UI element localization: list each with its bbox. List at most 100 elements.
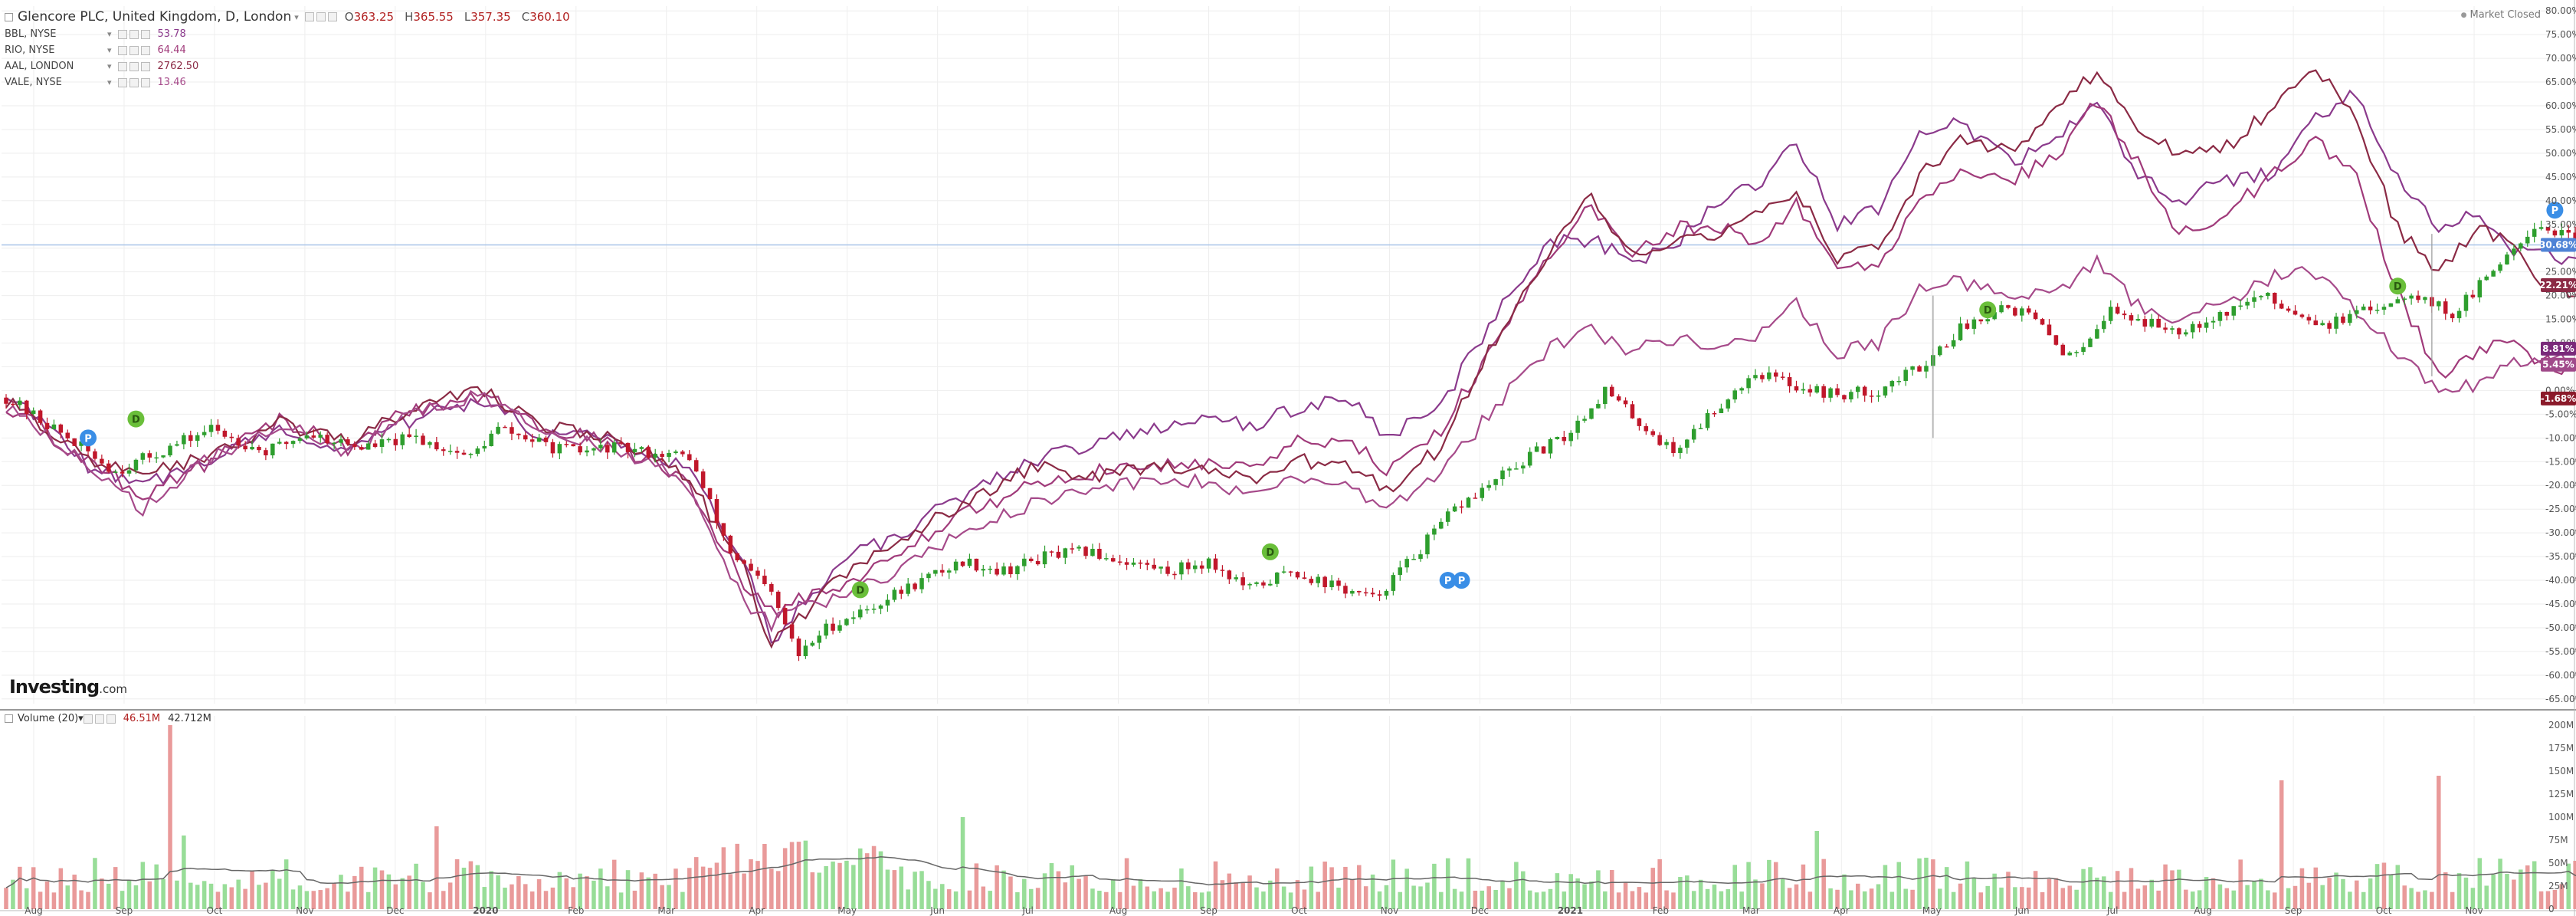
volume-bar <box>1070 865 1074 909</box>
candle <box>1773 372 1778 377</box>
candle <box>489 433 493 446</box>
candle <box>919 578 924 589</box>
y-tick-label: 40.00% <box>2545 195 2576 206</box>
candle <box>844 619 849 625</box>
compare-symbol: BBL, NYSE <box>5 28 57 40</box>
candle <box>140 453 146 460</box>
volume-bar <box>270 871 275 909</box>
volume-bar <box>1411 885 1416 909</box>
volume-bar <box>728 874 733 909</box>
candle <box>1411 559 1416 560</box>
candle <box>1712 412 1717 415</box>
volume-bar <box>441 891 446 909</box>
x-tick-label: Nov <box>2465 905 2483 916</box>
candle <box>2047 324 2052 336</box>
volume-bar <box>1049 863 1054 909</box>
volume-bar <box>1609 869 1614 909</box>
candle <box>2163 327 2168 330</box>
candle <box>208 425 214 432</box>
volume-bar <box>120 891 125 909</box>
compare-row-rio[interactable]: RIO, NYSE ▾ 64.44 <box>5 42 581 58</box>
candle <box>2053 335 2059 345</box>
volume-bar <box>2252 881 2256 909</box>
y-tick-label: 50.00% <box>2545 148 2576 159</box>
series-buttons[interactable] <box>117 77 150 87</box>
candle <box>1070 548 1074 550</box>
volume-bar <box>2341 878 2345 909</box>
series-buttons[interactable] <box>83 714 116 724</box>
candle <box>646 447 651 458</box>
candle <box>332 442 336 445</box>
volume-bar <box>1309 866 1314 909</box>
collapse-icon[interactable] <box>5 714 13 723</box>
candle <box>2402 298 2407 300</box>
volume-bar <box>1637 887 1642 909</box>
candle <box>1603 386 1608 405</box>
candle <box>407 434 411 438</box>
volume-bar <box>2020 887 2024 909</box>
volume-bar <box>536 879 542 909</box>
compare-row-bbl[interactable]: BBL, NYSE ▾ 53.78 <box>5 26 581 42</box>
volume-bar <box>1500 881 1505 909</box>
volume-bar <box>1274 868 1280 909</box>
candle <box>810 642 815 646</box>
candle <box>2470 294 2476 297</box>
chevron-down-icon[interactable]: ▾ <box>294 11 299 22</box>
chart-title: Glencore PLC, United Kingdom, D, London <box>18 8 292 25</box>
volume-bar <box>1534 892 1539 909</box>
candle <box>585 450 589 453</box>
candle <box>2074 352 2079 353</box>
candle <box>468 454 474 455</box>
volume-bar <box>461 867 467 909</box>
candle <box>2149 318 2155 327</box>
compare-row-vale[interactable]: VALE, NYSE ▾ 13.46 <box>5 74 581 90</box>
volume-bar <box>65 885 70 909</box>
volume-bar <box>953 891 959 909</box>
candle <box>523 435 528 440</box>
volume-bar <box>1999 887 2004 909</box>
chevron-down-icon[interactable]: ▾ <box>107 45 112 55</box>
candle <box>1466 497 1471 508</box>
volume-bar <box>2450 891 2455 909</box>
series-buttons[interactable] <box>117 29 150 39</box>
candle <box>290 441 296 445</box>
volume-bar <box>1466 858 1471 909</box>
volume-bar <box>1773 862 1778 909</box>
candle <box>749 563 753 571</box>
volume-bar <box>687 868 692 909</box>
candle <box>1083 547 1088 556</box>
candle <box>878 605 883 609</box>
candle <box>1951 340 1956 347</box>
candle <box>2368 306 2373 310</box>
candle <box>1363 592 1368 594</box>
main-symbol-row[interactable]: Glencore PLC, United Kingdom, D, London … <box>5 8 581 26</box>
x-tick-label: Oct <box>2376 905 2392 916</box>
collapse-icon[interactable] <box>5 12 13 21</box>
volume-bar <box>133 885 139 909</box>
x-tick-label: Oct <box>1291 905 1307 916</box>
volume-tick-label: 100M <box>2548 812 2574 822</box>
candle <box>1097 548 1102 559</box>
volume-bar <box>1603 891 1608 909</box>
chevron-down-icon[interactable]: ▾ <box>78 713 84 724</box>
series-buttons[interactable] <box>304 12 337 21</box>
chevron-down-icon[interactable]: ▾ <box>107 29 112 39</box>
candle <box>2443 301 2448 314</box>
compare-row-aal[interactable]: AAL, LONDON ▾ 2762.50 <box>5 58 581 74</box>
volume-bar <box>2498 859 2502 909</box>
series-buttons[interactable] <box>117 61 150 71</box>
volume-bar <box>1726 889 1731 909</box>
volume-bar <box>1077 878 1081 909</box>
volume-bar <box>1486 886 1491 909</box>
candle <box>2286 308 2291 311</box>
value-badge <box>2541 357 2576 372</box>
chevron-down-icon[interactable]: ▾ <box>107 77 112 87</box>
candle <box>1807 389 1813 393</box>
volume-bar <box>434 826 439 909</box>
volume-bar <box>1391 859 1396 909</box>
volume-legend[interactable]: Volume (20) ▾ 46.51M 42.712M <box>5 713 211 724</box>
series-buttons[interactable] <box>117 45 150 55</box>
chevron-down-icon[interactable]: ▾ <box>107 61 112 71</box>
value-badge-label: 8.81% <box>2542 343 2574 354</box>
